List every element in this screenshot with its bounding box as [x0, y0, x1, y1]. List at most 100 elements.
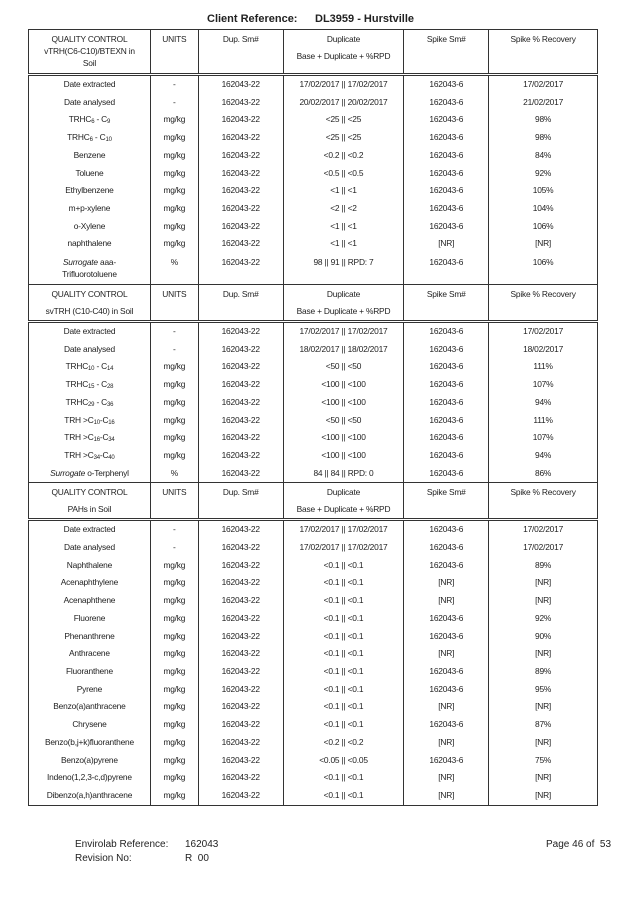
analyte-label-part: 15: [88, 384, 95, 391]
spike-sm-header: Spike Sm#: [403, 29, 490, 76]
analyte-label-part: -C: [99, 432, 109, 443]
spike-recovery-header: Spike % Recovery: [488, 29, 598, 76]
units-cell: -: [149, 74, 199, 94]
spike-sm-cell: [NR]: [403, 786, 490, 806]
analyte-label: m+p-xylene: [28, 199, 151, 218]
dup-sm-cell: 162043-22: [197, 464, 284, 483]
spike-sm-cell: 162043-6: [403, 662, 490, 681]
analyte-label: Date extracted: [28, 519, 151, 540]
analyte-label-part: Fluoranthene: [65, 665, 113, 676]
table-row: Benzene mg/kg 162043-22 <0.2 || <0.2 162043-…: [28, 146, 598, 165]
table-row: Chrysene mg/kg 162043-22 <0.1 || <0.1 162043…: [28, 716, 598, 734]
analyte-label-part: Acenaphthylene: [60, 577, 119, 588]
spike-recovery-cell: 94%: [488, 446, 598, 465]
dup-sm-cell: 162043-22: [197, 592, 284, 610]
table-row: Benzo(b,j+k)fluoranthene mg/kg 162043-22 <0…: [28, 733, 598, 752]
analyte-label-part: - C: [94, 361, 108, 372]
spike-recovery-cell: 106%: [488, 217, 598, 236]
analyte-label-part: m+p-xylene: [68, 202, 111, 213]
duplicate-cell: <25 || <25: [282, 111, 405, 130]
spike-sm-cell: 162043-6: [403, 556, 490, 575]
duplicate-cell: <2 || <2: [282, 199, 405, 218]
spike-recovery-header: Spike % Recovery: [488, 482, 598, 522]
analyte-label: Ethylbenzene: [28, 182, 151, 200]
units-cell: %: [149, 253, 199, 285]
analyte-label: TRHC6 - C9: [28, 111, 151, 130]
spike-sm-cell: 162043-6: [403, 464, 490, 483]
spike-recovery-cell: 89%: [488, 662, 598, 681]
spike-sm-cell: 162043-6: [403, 609, 490, 628]
analyte-label-part: - C: [94, 396, 108, 407]
duplicate-cell: <25 || <25: [282, 129, 405, 147]
units-header: UNITS: [149, 29, 199, 76]
dup-sm-cell: 162043-22: [197, 446, 284, 465]
units-cell: mg/kg: [149, 751, 199, 770]
client-reference-label: Client Reference:: [207, 13, 298, 25]
spike-sm-header: Spike Sm#: [403, 284, 490, 324]
table-row: Ethylbenzene mg/kg 162043-22 <1 || <1 162043…: [28, 182, 598, 200]
analyte-label-part: - C: [92, 132, 106, 143]
table-row: TRH >C16-C34 mg/kg 162043-22 <100 || <100 16…: [28, 429, 598, 447]
units-cell: mg/kg: [149, 199, 199, 218]
revision-value: R 00: [185, 853, 209, 864]
revision-label: Revision No:: [75, 853, 132, 864]
analyte-label-part: 10: [105, 137, 112, 144]
analyte-label: TRHC10 - C14: [28, 358, 151, 377]
analyte-label-part: 16: [93, 437, 100, 444]
dup-sm-cell: 162043-22: [197, 429, 284, 447]
table-row: Date analysed -162043-22 17/02/2017 || 17/…: [28, 539, 598, 557]
units-cell: mg/kg: [149, 376, 199, 394]
dup-sm-header-label: Dup. Sm#: [222, 34, 259, 44]
units-cell: mg/kg: [149, 446, 199, 465]
duplicate-header-label: Duplicate: [326, 34, 361, 44]
spike-sm-cell: [NR]: [403, 769, 490, 787]
spike-sm-cell: 162043-6: [403, 680, 490, 699]
table-row: Acenaphthene mg/kg 162043-22 <0.1 || <0.1 [N…: [28, 592, 598, 610]
analyte-label-part: Benzo(b,j+k)fluoranthene: [44, 736, 134, 747]
spike-sm-cell: 162043-6: [403, 751, 490, 770]
units-cell: mg/kg: [149, 217, 199, 236]
spike-sm-cell: 162043-6: [403, 340, 490, 359]
duplicate-cell: 98 || 91 || RPD: 7: [282, 253, 405, 285]
analyte-label-part: 28: [107, 384, 114, 391]
analyte-label-part: Benzene: [73, 149, 106, 160]
analyte-label-part: Pyrene: [76, 683, 103, 694]
analyte-label-part: 10: [88, 366, 95, 373]
dup-sm-cell: 162043-22: [197, 340, 284, 359]
dup-sm-header: Dup. Sm#: [197, 29, 284, 76]
dup-sm-cell: 162043-22: [197, 217, 284, 236]
units-cell: -: [149, 321, 199, 341]
duplicate-cell: <0.1 || <0.1: [282, 786, 405, 806]
dup-sm-cell: 162043-22: [197, 556, 284, 575]
table-row: Date extracted -162043-22 17/02/2017 || 17…: [28, 74, 598, 94]
units-cell: mg/kg: [149, 358, 199, 377]
duplicate-cell: <50 || <50: [282, 358, 405, 377]
analyte-label: Surrogate aaa- Trifluorotoluene: [28, 253, 151, 285]
units-cell: mg/kg: [149, 680, 199, 699]
spike-sm-cell: 162043-6: [403, 393, 490, 412]
analyte-label-part: TRHC: [65, 379, 89, 390]
duplicate-header: Duplicate Base + Duplicate + %RPD: [282, 482, 405, 522]
spike-sm-cell: 162043-6: [403, 199, 490, 218]
table-row: Acenaphthylene mg/kg 162043-22 <0.1 || <0.1…: [28, 574, 598, 593]
dup-sm-cell: 162043-22: [197, 786, 284, 806]
spike-sm-cell: 162043-6: [403, 519, 490, 540]
dup-sm-cell: 162043-22: [197, 751, 284, 770]
dup-sm-cell: 162043-22: [197, 199, 284, 218]
analyte-label: Fluoranthene: [28, 662, 151, 681]
units-cell: mg/kg: [149, 574, 199, 593]
dup-sm-cell: 162043-22: [197, 393, 284, 412]
analyte-label-part: TRHC: [65, 396, 89, 407]
duplicate-cell: 17/02/2017 || 17/02/2017: [282, 539, 405, 557]
dup-sm-cell: 162043-22: [197, 645, 284, 663]
dup-sm-cell: 162043-22: [197, 253, 284, 285]
analyte-label: TRHC15 - C28: [28, 376, 151, 394]
spike-recovery-cell: 17/02/2017: [488, 519, 598, 540]
units-cell: mg/kg: [149, 662, 199, 681]
spike-sm-cell: [NR]: [403, 733, 490, 752]
analyte-label: Indeno(1,2,3-c,d)pyrene: [28, 769, 151, 787]
table-row: TRH >C34-C40 mg/kg 162043-22 <100 || <100 16…: [28, 446, 598, 465]
duplicate-cell: 17/02/2017 || 17/02/2017: [282, 519, 405, 540]
dup-sm-cell: 162043-22: [197, 321, 284, 341]
spike-recovery-cell: [NR]: [488, 698, 598, 717]
